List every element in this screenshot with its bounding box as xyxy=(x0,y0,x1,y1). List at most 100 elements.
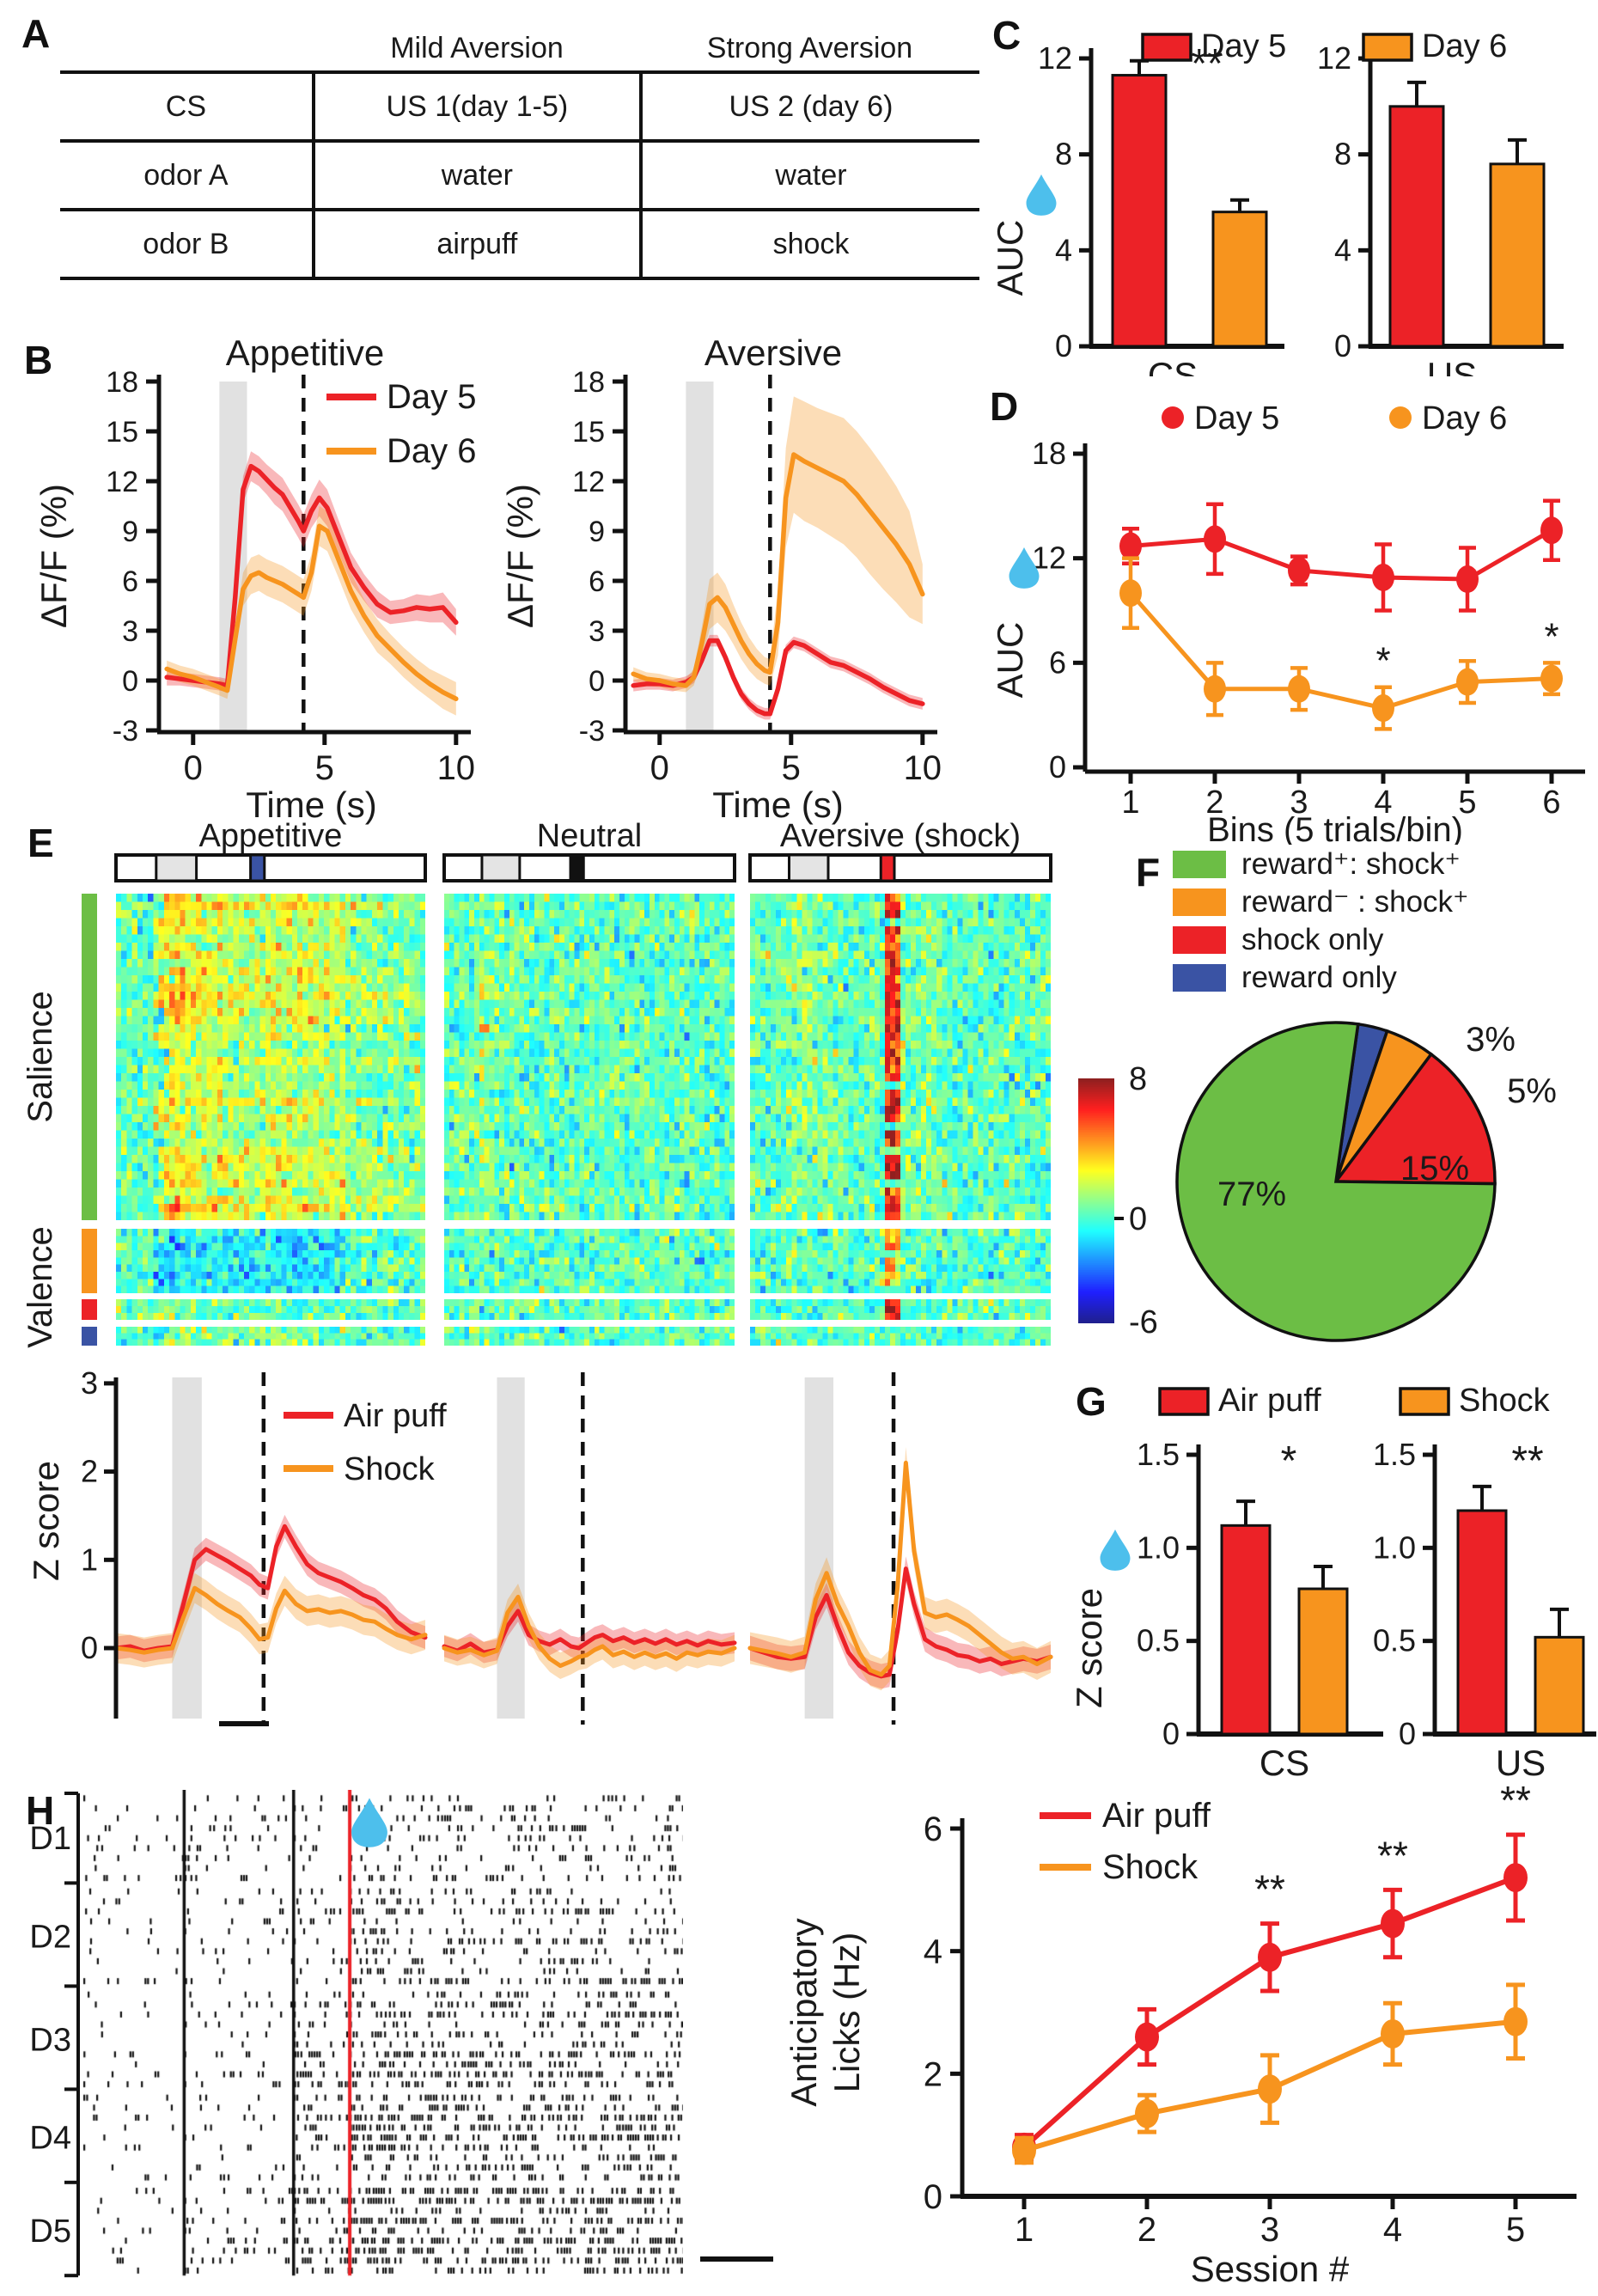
svg-text:Day 5: Day 5 xyxy=(387,378,477,416)
svg-text:0: 0 xyxy=(1049,749,1066,785)
svg-text:10: 10 xyxy=(437,749,476,787)
heatmap-appetitive-valneg xyxy=(116,1229,425,1293)
bar-group-cs: 0 4 8 12 CS ** xyxy=(1038,40,1284,376)
day-label-d2: D2 xyxy=(29,1919,71,1955)
heatmap-aversive-shock xyxy=(750,1299,1051,1320)
subplot-title: Appetitive xyxy=(226,333,384,373)
panel-g-bar-chart: 0 0.5 1.0 1.5 CS * 0 0.5 1.0 1.5 US ** Air puff Shock… xyxy=(1074,1383,1596,1783)
y-axis-label: AUC xyxy=(990,220,1030,296)
series-shock xyxy=(1012,1982,1528,2165)
svg-text:-3: -3 xyxy=(113,715,138,748)
cell-odor-b-us2: shock xyxy=(638,211,979,277)
panel-e-zscore-chart: 3 2 1 0 Z score Air puff Shock xyxy=(26,1365,1053,1726)
water-drop-icon xyxy=(1009,547,1040,589)
significance-marker: * xyxy=(1375,640,1390,682)
bar-day-6 xyxy=(1211,211,1268,348)
svg-text:3: 3 xyxy=(589,615,605,648)
valence-label: Valence xyxy=(26,1226,59,1348)
heatmap-appetitive-salience xyxy=(116,894,425,1220)
svg-text:Day 6: Day 6 xyxy=(1422,28,1507,64)
y-axis-label: Licks (Hz) xyxy=(826,1933,867,2093)
bar-air-puff xyxy=(1456,1509,1508,1736)
legend-label: reward only xyxy=(1241,961,1397,994)
pie-slice-15% xyxy=(1333,1052,1497,1186)
svg-text:3: 3 xyxy=(81,1365,98,1401)
time-scale-bar xyxy=(700,2256,773,2262)
heatmap-title: Aversive (shock) xyxy=(780,818,1021,854)
cell-odor-a-us2: water xyxy=(638,143,979,208)
pie-label-15%: 15% xyxy=(1400,1150,1469,1188)
svg-text:Day 6: Day 6 xyxy=(1422,400,1507,437)
heatmap-neutral-reward xyxy=(444,1327,735,1346)
svg-text:4: 4 xyxy=(1334,232,1351,267)
svg-text:Air puff: Air puff xyxy=(1218,1383,1321,1419)
x-axis-label: Time (s) xyxy=(246,785,376,825)
us-marker xyxy=(879,853,896,882)
cell-odor-b: odor B xyxy=(143,228,229,260)
cell-odor-a-us1: water xyxy=(311,143,639,208)
svg-text:18: 18 xyxy=(1032,436,1066,471)
svg-text:0: 0 xyxy=(924,2178,942,2216)
zscore-subplot-appetitive xyxy=(113,1372,428,1725)
water-drop-icon xyxy=(351,1798,387,1847)
svg-text:1.0: 1.0 xyxy=(1373,1530,1416,1565)
svg-text:2: 2 xyxy=(924,2055,942,2093)
svg-text:4: 4 xyxy=(924,1933,942,1971)
heatmap-colorbar xyxy=(1078,1078,1114,1323)
svg-text:0: 0 xyxy=(1399,1716,1416,1751)
svg-text:6: 6 xyxy=(122,565,138,598)
svg-text:5: 5 xyxy=(1506,2211,1525,2249)
time-scale-bar xyxy=(219,1721,269,1726)
group-label: US xyxy=(1427,355,1477,376)
day-label-d3: D3 xyxy=(29,2022,71,2058)
svg-text:0: 0 xyxy=(81,1630,98,1665)
svg-text:Air puff: Air puff xyxy=(1102,1797,1211,1835)
day-label-d5: D5 xyxy=(29,2214,71,2250)
significance-marker: ** xyxy=(1377,1833,1408,1878)
svg-text:-3: -3 xyxy=(579,715,605,748)
pie-slice-77% xyxy=(1175,1021,1497,1342)
svg-text:18: 18 xyxy=(572,366,605,399)
svg-text:10: 10 xyxy=(904,749,942,787)
x-axis-label: Time (s) xyxy=(712,785,843,825)
significance-marker: * xyxy=(1281,1438,1297,1484)
table-header-row: Mild Aversion Strong Aversion xyxy=(60,26,979,70)
subplot-aversive: 18 15 12 9 6 3 0 -3 0 5 10 Time (s) ΔF/F (%) Aversive xyxy=(500,333,942,825)
cs-odor-band xyxy=(219,382,247,730)
heatmap-neutral-shock xyxy=(444,1299,735,1320)
bar-day-5 xyxy=(1388,105,1445,348)
pie-label-3%: 3% xyxy=(1466,1021,1516,1059)
significance-marker: ** xyxy=(1500,1778,1531,1823)
significance-marker: ** xyxy=(1254,1867,1285,1912)
svg-text:0: 0 xyxy=(589,665,605,698)
svg-text:9: 9 xyxy=(122,516,138,548)
svg-text:6: 6 xyxy=(589,565,605,598)
panel-g-label: G xyxy=(1076,1379,1107,1424)
legend-item: Day 6 xyxy=(1362,28,1507,64)
lick-raster xyxy=(82,1790,683,2284)
table-row: odor B airpuff shock xyxy=(60,208,979,277)
svg-text:12: 12 xyxy=(1032,540,1066,576)
y-axis-label: ΔF/F (%) xyxy=(500,484,540,628)
cs-odor-band xyxy=(804,1377,834,1719)
svg-text:0: 0 xyxy=(1334,328,1351,363)
svg-text:Day 5: Day 5 xyxy=(1194,400,1279,437)
water-drop-icon xyxy=(1026,174,1057,216)
subplot-appetitive: 18 15 12 9 6 3 0 -3 0 5 10 Time (s) ΔF/F (%) Appetiti… xyxy=(34,333,475,825)
legend: Day 5 Day 6 xyxy=(326,378,477,470)
svg-text:8: 8 xyxy=(1129,1061,1147,1097)
svg-text:12: 12 xyxy=(106,466,138,498)
panel-h-overlay: D1 D2 D3 D4 D5 xyxy=(29,1792,773,2278)
legend-label: shock only xyxy=(1241,923,1384,956)
bar-group-us: 0 0.5 1.0 1.5 US ** xyxy=(1373,1437,1596,1783)
heatmap-aversive-salience xyxy=(750,894,1051,1220)
legend-item: shock only xyxy=(1173,923,1469,956)
legend-item: Shock xyxy=(1399,1383,1551,1419)
heatmap-appetitive-reward xyxy=(116,1327,425,1346)
svg-text:1.5: 1.5 xyxy=(1137,1437,1180,1472)
svg-text:Shock: Shock xyxy=(1459,1383,1551,1419)
panel-e: E Appetitive Neutral Aversive (shock) Salie… xyxy=(26,816,1572,1774)
bar-shock xyxy=(1297,1587,1349,1736)
svg-text:2: 2 xyxy=(81,1454,98,1489)
